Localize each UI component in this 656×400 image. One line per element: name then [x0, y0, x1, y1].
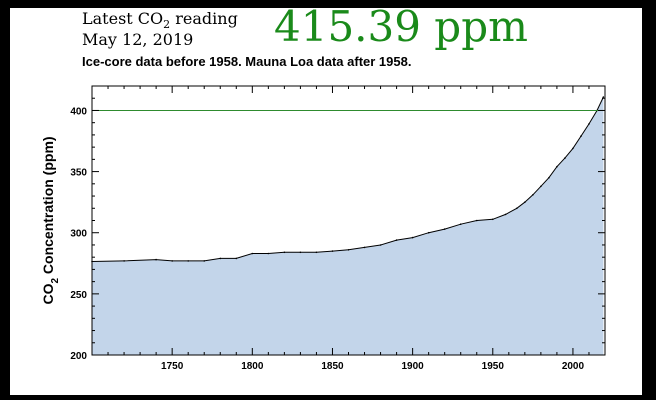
co2-data-point [379, 244, 382, 246]
co2-area-fill [92, 97, 604, 355]
co2-data-point [459, 223, 462, 225]
co2-data-point [123, 260, 125, 262]
co2-data-point [395, 239, 398, 241]
co2-data-point [347, 249, 350, 251]
co2-data-point [532, 194, 534, 196]
x-tick-label: 2000 [562, 361, 585, 372]
y-tick-label: 300 [70, 229, 87, 240]
co2-data-point [564, 157, 566, 159]
chart-subtitle: Ice-core data before 1958. Mauna Loa dat… [82, 54, 412, 69]
co2-data-point [524, 201, 526, 203]
co2-data-point [476, 219, 478, 222]
co2-data-point [443, 228, 446, 230]
y-tick-label: 200 [70, 351, 87, 362]
co2-data-point [235, 257, 238, 260]
co2-data-point [548, 176, 550, 179]
x-tick-label: 1850 [321, 361, 344, 372]
co2-data-point [219, 257, 222, 260]
y-tick-label: 350 [70, 168, 87, 179]
co2-data-point [363, 246, 366, 249]
latest-reading-label: Latest CO2 reading [82, 9, 238, 32]
co2-data-point [427, 231, 430, 234]
co2-data-point [267, 252, 270, 255]
co2-data-point [411, 236, 414, 239]
co2-data-point [516, 207, 518, 210]
x-tick-label: 1750 [161, 361, 184, 372]
co2-data-point [331, 250, 334, 252]
co2-data-point [155, 258, 157, 261]
y-tick-label: 250 [70, 290, 87, 301]
co2-data-point [187, 260, 189, 262]
co2-data-point [299, 251, 302, 254]
y-tick-label: 400 [70, 106, 87, 117]
co2-data-point [572, 147, 574, 150]
co2-data-point [602, 96, 605, 98]
co2-data-point [504, 213, 507, 216]
co2-data-point [556, 165, 558, 168]
latest-reading-value: 415.39 ppm [274, 2, 528, 51]
latest-reading-date: May 12, 2019 [82, 30, 194, 49]
x-tick-label: 1950 [482, 361, 505, 372]
x-tick-label: 1800 [241, 361, 264, 372]
co2-data-point [203, 260, 205, 262]
co2-data-point [580, 135, 582, 137]
co2-data-point [315, 251, 318, 254]
co2-data-point [492, 218, 494, 221]
co2-data-point [171, 260, 173, 262]
co2-data-point [588, 123, 590, 125]
co2-data-point [540, 185, 542, 188]
co2-data-point [283, 251, 286, 254]
y-axis-label: CO2 Concentration (ppm) [40, 136, 61, 304]
co2-data-point [251, 252, 254, 255]
x-tick-label: 1900 [402, 361, 425, 372]
